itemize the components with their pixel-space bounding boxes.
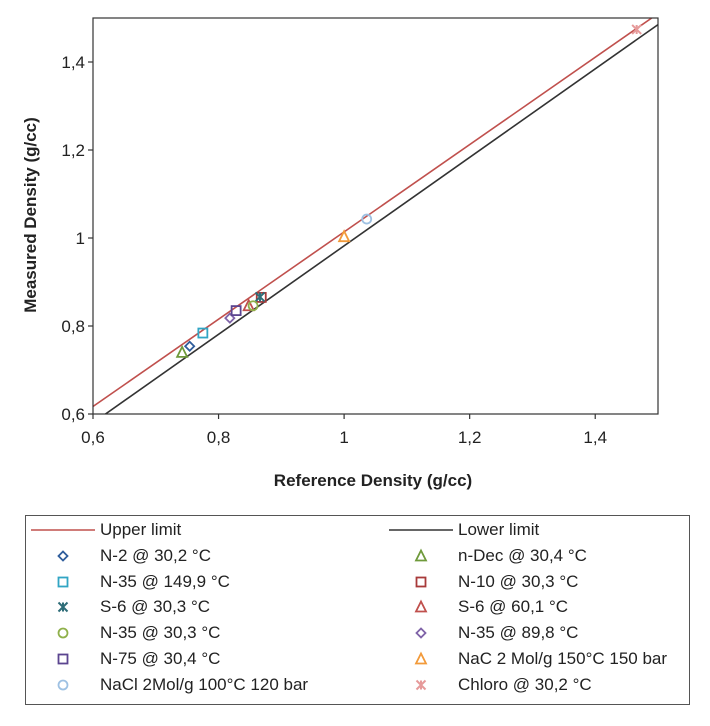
legend-marker-square: [386, 570, 456, 594]
legend-label: N-35 @ 30,3 °C: [100, 623, 221, 643]
legend-item: N-35 @ 89,8 °C: [386, 621, 578, 645]
y-tick-label: 1,2: [61, 141, 85, 160]
legend-item: N-10 @ 30,3 °C: [386, 570, 578, 594]
legend-item: n-Dec @ 30,4 °C: [386, 544, 587, 568]
legend-item: N-35 @ 30,3 °C: [28, 621, 220, 645]
legend-item: S-6 @ 60,1 °C: [386, 595, 568, 619]
legend-symbol: [57, 653, 69, 665]
legend-marker-square: [28, 570, 98, 594]
legend-label: NaC 2 Mol/g 150°C 150 bar: [458, 649, 668, 668]
legend-marker-circle: [28, 621, 98, 645]
legend-symbol: [415, 627, 427, 639]
legend: Upper limit Lower limit N-2 @ 30,2 °C n-Dec…: [25, 515, 690, 705]
legend-label: S-6 @ 30,3 °C: [100, 597, 211, 617]
data-point: [337, 229, 351, 243]
legend-symbol: [57, 627, 69, 639]
y-axis-title: Measured Density (g/cc): [21, 117, 40, 313]
legend-label: N-10 @ 30,3 °C: [458, 571, 579, 591]
axes: 0,6 0,6 0,8 0,8 1 1 1,2 1,2 1,4 1,4: [61, 17, 659, 447]
y-tick-label: 1,4: [61, 53, 85, 72]
data-point: [242, 298, 256, 312]
legend-symbol: [414, 548, 428, 562]
data-point: [255, 291, 267, 303]
legend-label: N-2 @ 30,2 °C: [100, 545, 211, 565]
scatter-chart: 0,6 0,6 0,8 0,8 1 1 1,2 1,2 1,4 1,4 Reference Den…: [21, 17, 659, 490]
legend-label: Lower limit: [458, 520, 540, 539]
x-tick-label: 1,2: [458, 428, 482, 447]
legend-item: N-35 @ 149,9 °C: [28, 570, 230, 594]
legend-marker-diamond: [386, 621, 456, 645]
legend-marker-star: [28, 595, 98, 619]
legend-label: N-35 @ 149,9 °C: [100, 571, 230, 591]
legend-item: Chloro @ 30,2 °C: [386, 673, 592, 697]
upper-limit-line: [93, 18, 654, 408]
legend-label: NaCl 2Mol/g 100°C 120 bar: [100, 674, 309, 694]
x-tick-label: 1: [339, 428, 348, 447]
legend-line-swatch: [28, 518, 98, 542]
data-point: [631, 24, 642, 35]
y-tick-label: 1: [76, 229, 85, 248]
legend-item: N-2 @ 30,2 °C: [28, 544, 211, 568]
legend-label: Upper limit: [100, 520, 182, 539]
legend-symbol: [414, 651, 428, 665]
legend-line-swatch: [386, 518, 456, 542]
legend-symbol: [57, 576, 69, 587]
legend-item: S-6 @ 30,3 °C: [28, 595, 210, 619]
legend-symbol: [415, 679, 427, 691]
data-point: [254, 291, 266, 303]
lower-limit-line: [104, 23, 658, 414]
legend-label: N-35 @ 89,8 °C: [458, 623, 579, 643]
x-tick-label: 0,6: [81, 428, 105, 447]
legend-marker-triangle: [386, 647, 456, 671]
legend-label: N-75 @ 30,4 °C: [100, 649, 221, 668]
legend-marker-circle: [28, 673, 98, 697]
legend-label: S-6 @ 60,1 °C: [458, 597, 569, 617]
x-tick-label: 1,4: [583, 428, 607, 447]
x-tick-label: 0,8: [207, 428, 231, 447]
legend-marker-square: [28, 647, 98, 671]
legend-symbol: [414, 599, 428, 613]
legend-symbol: [57, 679, 69, 691]
x-axis-title: Reference Density (g/cc): [274, 471, 472, 490]
data-point: [230, 305, 242, 317]
y-tick-label: 0,8: [61, 317, 85, 336]
legend-marker-triangle: [386, 595, 456, 619]
y-tick-label: 0,6: [61, 405, 85, 424]
data-point: [197, 327, 209, 339]
legend-label: Chloro @ 30,2 °C: [458, 674, 592, 694]
data-point: [247, 300, 259, 312]
legend-marker-triangle: [386, 544, 456, 568]
legend-symbol: [415, 576, 427, 587]
plot-marks: [93, 18, 658, 414]
legend-marker-diamond: [28, 544, 98, 568]
data-point: [224, 312, 236, 324]
data-point: [183, 340, 196, 353]
data-point: [175, 344, 189, 358]
legend-label: n-Dec @ 30,4 °C: [458, 545, 587, 565]
data-point: [361, 213, 373, 225]
legend-item: NaCl 2Mol/g 100°C 120 bar: [28, 673, 308, 697]
legend-item: Upper limit: [28, 518, 181, 542]
legend-item: Lower limit: [386, 518, 539, 542]
plot-frame: [92, 17, 659, 415]
legend-item: N-75 @ 30,4 °C: [28, 647, 220, 671]
legend-symbol: [57, 550, 69, 562]
legend-item: NaC 2 Mol/g 150°C 150 bar: [386, 647, 667, 671]
legend-marker-star: [386, 673, 456, 697]
legend-symbol: [57, 602, 69, 613]
